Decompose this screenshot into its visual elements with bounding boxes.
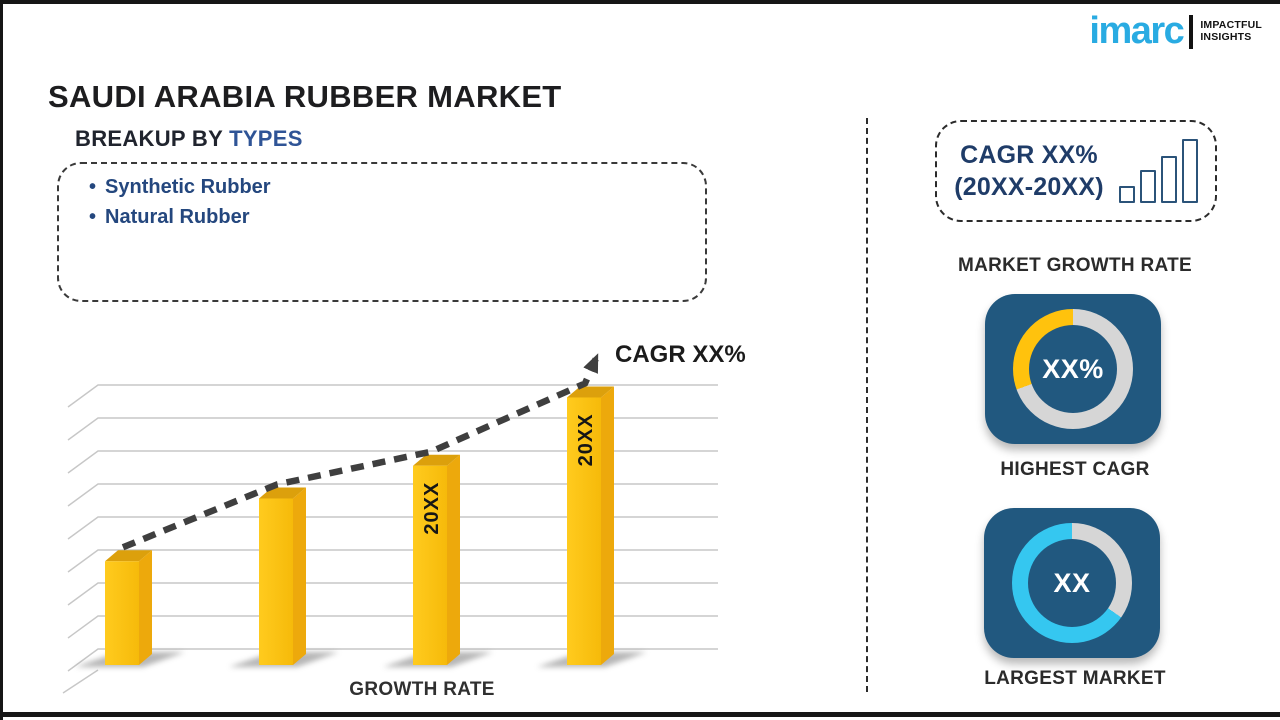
- market-growth-rate-label: MARKET GROWTH RATE: [957, 255, 1193, 276]
- bar-side-face: [139, 550, 152, 665]
- growth-bar-icon-bar: [1118, 186, 1135, 203]
- bar-side-face: [601, 386, 614, 665]
- list-item: Synthetic Rubber: [89, 176, 705, 199]
- highest-cagr-label: HIGHEST CAGR: [1000, 459, 1150, 480]
- imarc-wordmark: imarc: [1089, 10, 1184, 52]
- cagr-value: CAGR XX%: [960, 140, 1098, 169]
- logo-tagline: IMPACTFUL INSIGHTS: [1200, 19, 1262, 43]
- types-box: Synthetic Rubber Natural Rubber: [57, 162, 707, 302]
- growth-bars-icon: [1118, 139, 1198, 203]
- chart-x-axis-label: GROWTH RATE: [349, 679, 495, 700]
- cagr-trend-label: CAGR XX%: [615, 341, 746, 368]
- imarc-logo: imarc IMPACTFUL INSIGHTS: [1089, 12, 1262, 50]
- growth-rate-bar-chart: 20XX 20XX: [62, 353, 718, 694]
- donut-hole: [1029, 325, 1117, 413]
- logo-tagline-line1: IMPACTFUL: [1200, 18, 1262, 31]
- bar-year-label: 20XX: [575, 413, 597, 466]
- trend-arrow: [121, 353, 600, 551]
- cagr-callout-text: CAGR XX% (20XX-20XX): [954, 139, 1104, 204]
- largest-market-label: LARGEST MARKET: [984, 668, 1166, 689]
- highest-cagr-card: XX%: [985, 294, 1161, 444]
- bar-side-face: [447, 454, 460, 665]
- growth-bar-icon-bar: [1160, 156, 1177, 203]
- donut-ring-icon: XX%: [1013, 309, 1133, 429]
- largest-market-card: XX: [984, 508, 1160, 658]
- breakup-heading: BREAKUP BY TYPES: [75, 126, 303, 152]
- bar-top-face: [105, 550, 152, 562]
- logo-tagline-line2: INSIGHTS: [1200, 31, 1252, 43]
- growth-bar-icon-bar: [1181, 139, 1198, 203]
- page-title: SAUDI ARABIA RUBBER MARKET: [48, 78, 562, 114]
- highest-cagr-value: XX%: [1042, 353, 1104, 384]
- cagr-period: (20XX-20XX): [954, 173, 1104, 201]
- logo-divider: [1189, 15, 1194, 49]
- section-divider: [866, 118, 868, 692]
- list-item: Natural Rubber: [89, 206, 705, 229]
- donut-ring-icon: XX: [1012, 523, 1132, 643]
- bar-front-face: [567, 397, 601, 665]
- largest-market-value: XX: [1053, 567, 1091, 598]
- breakup-heading-highlight: TYPES: [229, 126, 303, 151]
- donut-hole: [1028, 539, 1116, 627]
- bar-year-label: 20XX: [421, 482, 443, 535]
- bar-top-face: [413, 454, 460, 466]
- top-border: [0, 0, 1280, 4]
- types-list: Synthetic Rubber Natural Rubber: [59, 176, 705, 229]
- bar-side-face: [293, 487, 306, 665]
- growth-bar-icon-bar: [1139, 170, 1156, 203]
- bottom-border: [0, 712, 1280, 717]
- bar-front-face: [413, 465, 447, 665]
- bar-front-face: [105, 561, 139, 665]
- cagr-callout-box: CAGR XX% (20XX-20XX): [935, 120, 1217, 222]
- left-border: [0, 0, 3, 720]
- bar-front-face: [259, 498, 293, 665]
- breakup-heading-prefix: BREAKUP BY: [75, 126, 230, 151]
